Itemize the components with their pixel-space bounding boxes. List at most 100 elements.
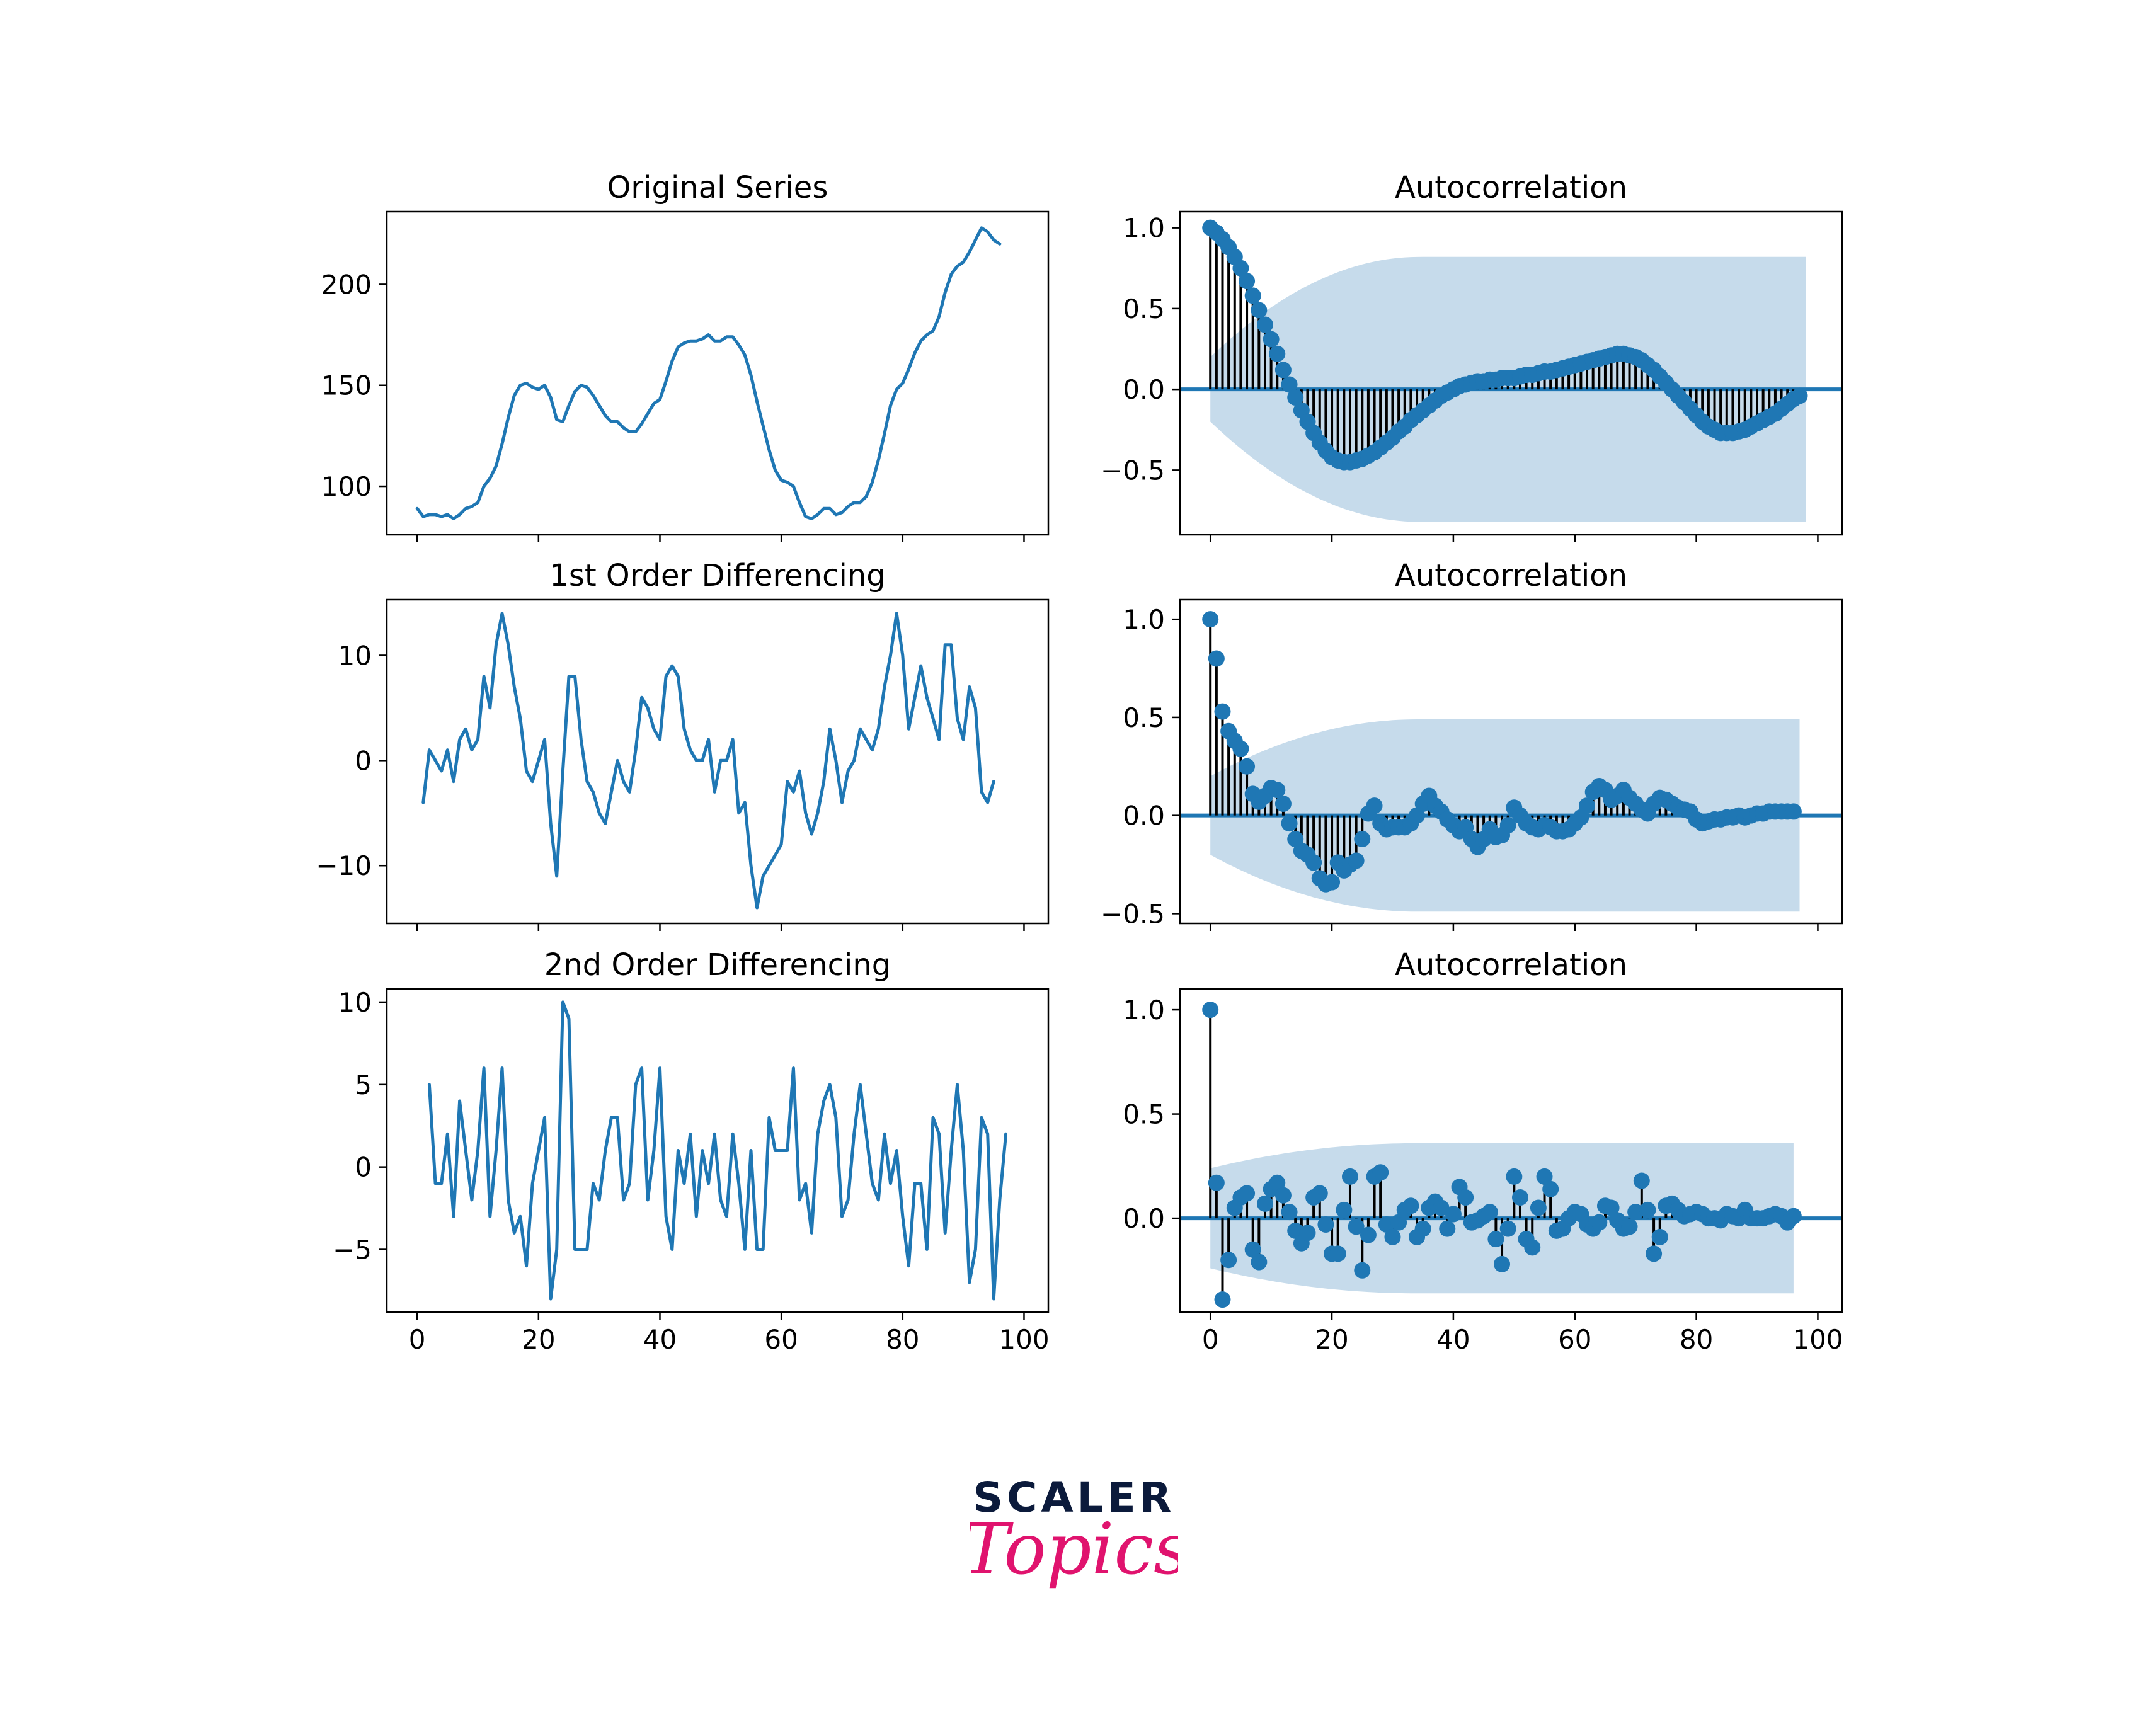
- chart-6-marker-47: [1487, 1231, 1504, 1248]
- chart-1-ytick-label-0: 100: [321, 471, 372, 502]
- chart-6-marker-19: [1317, 1216, 1334, 1233]
- chart-4-marker-0: [1202, 611, 1219, 628]
- chart-4-ytick-label-0: −0.5: [1101, 898, 1165, 929]
- chart-6-marker-7: [1244, 1241, 1261, 1258]
- chart-1-plot-area: [415, 226, 1002, 520]
- chart-6-marker-64: [1591, 1214, 1608, 1231]
- chart-4-marker-12: [1274, 795, 1292, 812]
- chart-3-ytick-label-0: −10: [316, 850, 372, 881]
- chart-6-ytick-label-1: 0.5: [1123, 1099, 1165, 1130]
- chart-4-marker-96: [1785, 803, 1802, 820]
- chart-4-marker-17: [1305, 854, 1322, 871]
- chart-6-marker-1: [1208, 1174, 1225, 1191]
- chart-5-xtick-label-3: 60: [764, 1324, 798, 1355]
- chart-2: −0.5 0.0 0.5 1.0 Autocorrelation: [1101, 170, 1843, 542]
- chart-2-frame: [1179, 210, 1843, 536]
- chart-5-xtick-label-1: 20: [522, 1324, 555, 1355]
- chart-2-marker-5: [1232, 260, 1249, 277]
- chart-6-marker-55: [1536, 1168, 1553, 1185]
- chart-6-frame: [1179, 988, 1843, 1313]
- chart-2-plot-area: [1180, 219, 1842, 522]
- chart-5-xtick-label-2: 40: [643, 1324, 677, 1355]
- chart-6-xtick-label-0: 0: [1202, 1324, 1219, 1355]
- chart-4-marker-27: [1366, 797, 1383, 814]
- chart-6-title: Autocorrelation: [1395, 947, 1627, 983]
- chart-2-marker-6: [1239, 273, 1256, 290]
- chart-6-marker-9: [1256, 1195, 1273, 1212]
- chart-1: 100 150 200 Original Series: [321, 170, 1050, 542]
- chart-1-ytick-label-1: 150: [321, 370, 372, 401]
- chart-2-marker-97: [1791, 387, 1808, 404]
- chart-6-marker-8: [1251, 1253, 1268, 1271]
- chart-4: −0.5 0.0 0.5 1.0 Autocorrelation: [1101, 558, 1843, 931]
- chart-6-marker-2: [1214, 1291, 1231, 1308]
- chart-2-marker-13: [1281, 376, 1298, 393]
- chart-4-marker-20: [1324, 874, 1341, 891]
- chart-6-marker-28: [1372, 1164, 1389, 1181]
- scaler-topics-logo: SCALER Topics: [962, 1461, 1189, 1625]
- logo-line-topics: Topics: [970, 1509, 1178, 1590]
- chart-5-title: 2nd Order Differencing: [544, 947, 891, 983]
- chart-3-plot-area: [421, 612, 995, 910]
- chart-6-ytick-label-2: 1.0: [1123, 995, 1165, 1025]
- chart-2-ytick-label-1: 0.0: [1123, 374, 1165, 405]
- chart-4-marker-1: [1208, 650, 1225, 667]
- chart-6-plot-area: [1180, 1002, 1842, 1308]
- chart-4-marker-24: [1348, 852, 1365, 869]
- chart-6-marker-33: [1402, 1197, 1419, 1214]
- chart-2-ytick-label-0: −0.5: [1101, 455, 1165, 486]
- chart-4-marker-62: [1579, 797, 1596, 814]
- chart-2-ytick-label-2: 0.5: [1123, 294, 1165, 324]
- chart-5-ytick-label-3: 10: [338, 987, 372, 1018]
- chart-6-marker-3: [1220, 1252, 1237, 1269]
- chart-2-marker-7: [1244, 287, 1261, 304]
- chart-6-xtick-label-1: 20: [1315, 1324, 1348, 1355]
- chart-1-series-line: [415, 226, 1002, 520]
- chart-6-marker-70: [1627, 1204, 1644, 1221]
- chart-6-marker-25: [1354, 1262, 1371, 1279]
- chart-6-marker-48: [1494, 1255, 1511, 1272]
- chart-6-marker-56: [1542, 1180, 1559, 1197]
- chart-6-marker-0: [1202, 1002, 1219, 1019]
- chart-4-title: Autocorrelation: [1395, 558, 1627, 593]
- chart-6-marker-21: [1329, 1245, 1346, 1262]
- chart-6: 0.0 0.5 1.0 0 20 40 60 80 100 Autocorrelation: [1123, 947, 1843, 1355]
- chart-2-marker-9: [1256, 316, 1273, 333]
- chart-2-title: Autocorrelation: [1395, 170, 1627, 205]
- chart-5-series-line: [427, 1000, 1008, 1301]
- chart-4-ytick-label-2: 0.5: [1123, 702, 1165, 733]
- chart-6-marker-73: [1646, 1245, 1663, 1262]
- chart-4-marker-6: [1239, 758, 1256, 775]
- chart-5-ytick-label-1: 0: [355, 1152, 372, 1183]
- chart-6-marker-16: [1299, 1225, 1316, 1242]
- chart-6-marker-31: [1390, 1214, 1407, 1231]
- chart-1-frame: [386, 210, 1050, 536]
- chart-5-xtick-label-5: 100: [999, 1324, 1049, 1355]
- chart-3-ytick-label-2: 10: [338, 640, 372, 671]
- chart-6-marker-49: [1499, 1220, 1516, 1237]
- chart-5-xtick-label-0: 0: [409, 1324, 426, 1355]
- chart-6-xtick-label-2: 40: [1436, 1324, 1470, 1355]
- chart-6-marker-46: [1481, 1204, 1498, 1221]
- chart-6-marker-51: [1511, 1189, 1528, 1206]
- chart-6-marker-13: [1281, 1204, 1298, 1221]
- chart-2-marker-10: [1263, 331, 1280, 348]
- chart-4-ytick-label-3: 1.0: [1123, 604, 1165, 635]
- chart-6-marker-54: [1530, 1199, 1547, 1216]
- chart-6-marker-74: [1651, 1228, 1668, 1245]
- chart-6-xtick-label-4: 80: [1680, 1324, 1713, 1355]
- chart-6-marker-18: [1311, 1185, 1328, 1202]
- chart-4-marker-13: [1281, 815, 1298, 832]
- chart-3-series-line: [421, 612, 995, 910]
- chart-6-marker-30: [1384, 1228, 1401, 1245]
- chart-6-marker-6: [1239, 1185, 1256, 1202]
- chart-6-marker-40: [1445, 1206, 1462, 1223]
- chart-2-ytick-label-3: 1.0: [1123, 213, 1165, 244]
- chart-4-marker-49: [1499, 817, 1516, 834]
- chart-6-marker-22: [1336, 1201, 1353, 1218]
- chart-4-plot-area: [1180, 611, 1842, 912]
- chart-2-marker-12: [1274, 362, 1292, 379]
- chart-2-marker-11: [1269, 345, 1286, 362]
- chart-3-frame: [386, 598, 1050, 925]
